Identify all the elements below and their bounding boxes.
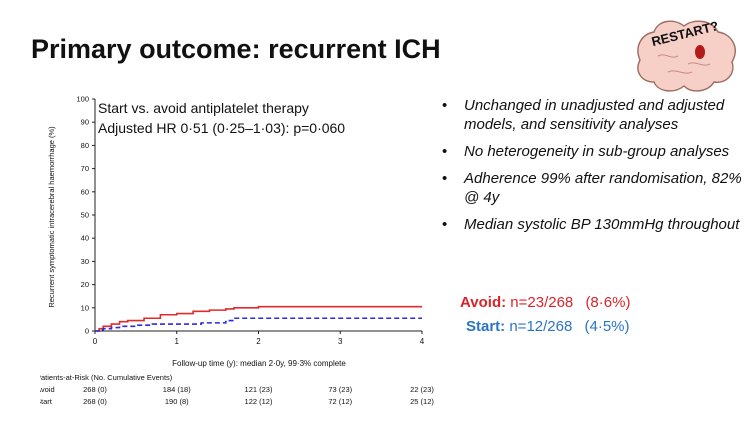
risk-cell: 22 (23) xyxy=(410,385,434,394)
x-tick-label: 4 xyxy=(420,337,425,346)
x-tick-label: 2 xyxy=(256,337,261,346)
start-count: n=12/268 xyxy=(509,318,573,335)
slide-title: Primary outcome: recurrent ICH xyxy=(31,34,441,64)
x-tick-label: 3 xyxy=(338,337,343,346)
brain-icon xyxy=(637,20,736,92)
y-tick-label: 0 xyxy=(85,327,89,336)
y-tick-label: 80 xyxy=(81,141,89,150)
chart-axes: 0 10 20 30 40 50 60 70 80 90 100 0 1 2 3 4 xyxy=(76,95,424,347)
x-axis-label: Follow-up time (y): median 2·0y, 99·3% c… xyxy=(172,359,346,368)
chart-subtitle: Adjusted HR 0·51 (0·25–1·03): p=0·060 xyxy=(98,120,345,136)
risk-cell: 25 (12) xyxy=(410,397,434,406)
haemorrhage-icon xyxy=(695,45,705,59)
start-label: Start: xyxy=(466,318,506,335)
risk-cell: 121 (23) xyxy=(245,385,273,394)
avoid-result: Avoid: n=23/268 (8·6%) xyxy=(460,294,630,311)
bullet-item: • Median systolic BP 130mmHg throughout xyxy=(442,216,740,233)
avoid-percent: (8·6%) xyxy=(585,294,631,311)
chart-series xyxy=(95,305,422,332)
bullet-item: • Adherence 99% after randomisation, 82% … xyxy=(442,170,742,206)
series-line-avoid xyxy=(95,305,422,332)
risk-cell: 268 (0) xyxy=(83,385,107,394)
avoid-count: n=23/268 xyxy=(510,294,574,311)
risk-cell: 72 (12) xyxy=(328,397,352,406)
key-findings-list: • Unchanged in unadjusted and adjusted mo… xyxy=(442,96,744,242)
risk-cell: 122 (12) xyxy=(245,397,273,406)
risk-table-header: Patients-at-Risk (No. Cumulative Events) xyxy=(40,373,173,382)
risk-cell: 184 (18) xyxy=(163,385,191,394)
y-tick-label: 90 xyxy=(81,118,89,127)
y-tick-label: 30 xyxy=(81,257,89,266)
risk-cell: 190 (8) xyxy=(165,397,189,406)
bullet-item: • Unchanged in unadjusted and adjusted mo… xyxy=(442,97,725,133)
risk-row-label: Avoid xyxy=(40,385,55,394)
start-result: Start: n=12/268 (4·5%) xyxy=(466,318,630,335)
y-axis-label: Recurrent symptomatic intracerebral haem… xyxy=(47,126,56,308)
chart-title: Start vs. avoid antiplatelet therapy xyxy=(98,100,309,116)
y-tick-label: 10 xyxy=(81,303,89,312)
start-percent: (4·5%) xyxy=(584,318,630,335)
risk-cell: 73 (23) xyxy=(328,385,352,394)
y-tick-label: 100 xyxy=(76,95,89,104)
x-tick-label: 0 xyxy=(93,337,98,346)
y-tick-label: 60 xyxy=(81,187,89,196)
x-tick-label: 1 xyxy=(175,337,180,346)
y-tick-label: 70 xyxy=(81,164,89,173)
risk-cell: 268 (0) xyxy=(83,397,107,406)
y-tick-label: 50 xyxy=(81,211,89,220)
restart-logo: RESTART? xyxy=(637,18,736,92)
series-line-start xyxy=(95,317,422,332)
bullet-item: • No heterogeneity in sub-group analyses xyxy=(442,143,730,160)
y-tick-label: 20 xyxy=(81,280,89,289)
y-tick-label: 40 xyxy=(81,234,89,243)
kaplan-meier-chart: Recurrent symptomatic intracerebral haem… xyxy=(40,95,434,407)
avoid-label: Avoid: xyxy=(460,294,507,311)
risk-table: Avoid 268 (0) 184 (18) 121 (23) 73 (23) 22 (2… xyxy=(40,385,434,406)
risk-row-label: Start xyxy=(40,397,53,406)
